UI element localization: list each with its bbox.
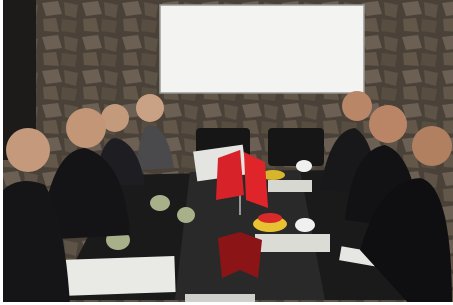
tea-cup: [150, 195, 170, 211]
face: [369, 105, 407, 143]
projection-screen: [160, 5, 364, 93]
border: [0, 0, 3, 305]
cup: [295, 218, 315, 232]
face: [412, 126, 452, 166]
face: [66, 108, 106, 148]
page: [0, 0, 453, 305]
flag-turkey: [216, 150, 244, 200]
paper: [268, 180, 312, 192]
tea-cup: [177, 207, 195, 223]
face: [342, 91, 372, 121]
fruit: [258, 213, 282, 223]
photo: [0, 0, 453, 305]
binder: [59, 256, 175, 296]
booklet: [255, 234, 330, 252]
face: [6, 128, 50, 172]
chair: [268, 128, 324, 166]
cup: [296, 160, 312, 172]
face: [136, 94, 164, 122]
